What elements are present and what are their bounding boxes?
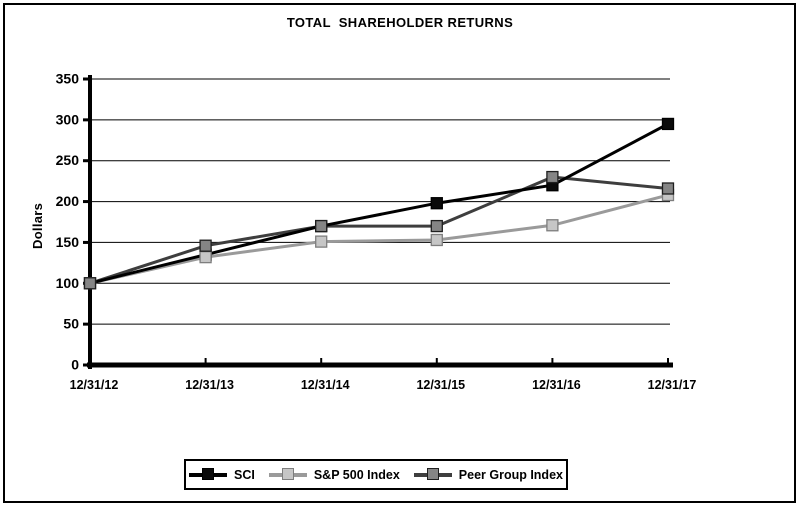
y-tick-label: 50 (63, 316, 79, 332)
legend-item-sci: SCI (189, 468, 255, 482)
y-tick-label: 200 (56, 193, 80, 209)
y-tick-label: 100 (56, 275, 80, 291)
marker-sci (430, 197, 443, 210)
series-line-peer-group-index (89, 175, 669, 285)
legend-marker-peer-group-index-icon (413, 468, 452, 481)
chart-outer-border (3, 3, 796, 503)
legend-marker-sci-icon (189, 468, 227, 481)
legend-square-icon (426, 468, 439, 480)
marker-peer-group-index (199, 239, 212, 252)
y-tick-label: 350 (56, 71, 80, 87)
marker-peer-group-index (83, 277, 97, 290)
legend-item-s-p-500-index: S&P 500 Index (268, 467, 400, 482)
x-tick-label: 12/31/14 (301, 378, 350, 392)
y-tick-label: 250 (56, 152, 80, 168)
x-tick-label: 12/31/12 (70, 378, 119, 392)
chart-legend: SCI S&P 500 Index Peer Group Index (184, 459, 568, 490)
marker-s-p-500-index (546, 219, 559, 232)
marker-peer-group-index (315, 219, 328, 233)
x-tick-label: 12/31/15 (416, 378, 465, 392)
legend-square-icon (202, 468, 214, 480)
legend-item-peer-group-index: Peer Group Index (413, 467, 563, 482)
legend-label-s-p-500-index: S&P 500 Index (313, 467, 400, 482)
series-line-s-p-500-index (89, 193, 669, 285)
legend-label-peer-group-index: Peer Group Index (458, 467, 563, 482)
marker-s-p-500-index (315, 235, 328, 248)
y-tick-label: 0 (71, 357, 79, 373)
marker-s-p-500-index (430, 233, 443, 247)
legend-label-sci: SCI (234, 467, 255, 482)
chart-title: TOTAL SHAREHOLDER RETURNS (286, 15, 514, 30)
x-tick-label: 12/31/16 (532, 378, 581, 392)
marker-peer-group-index (661, 182, 675, 195)
marker-s-p-500-index (199, 250, 212, 264)
x-tick-label: 12/31/13 (185, 378, 234, 392)
legend-marker-s-p-500-index-icon (268, 468, 307, 481)
x-tick-label: 12/31/17 (648, 378, 697, 392)
series-line-sci (89, 122, 669, 285)
legend-square-icon (281, 468, 294, 480)
y-tick-label: 150 (56, 234, 80, 250)
y-tick-label: 300 (56, 111, 80, 127)
marker-peer-group-index (430, 219, 443, 233)
marker-sci (661, 117, 675, 131)
marker-peer-group-index (546, 170, 559, 184)
